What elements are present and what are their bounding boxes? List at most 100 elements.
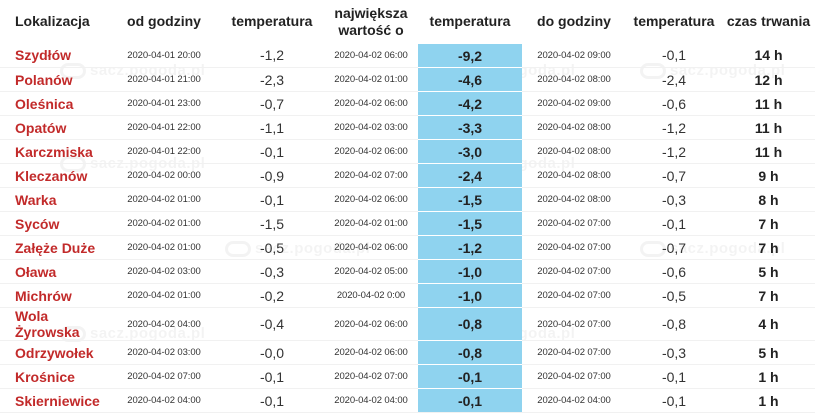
location-cell[interactable]: Karczmiska	[15, 143, 93, 160]
header-from-time[interactable]: od godziny	[127, 13, 201, 30]
duration-cell: 8 h	[758, 191, 779, 208]
temp-min-cell: -1,0	[418, 259, 522, 284]
to-time-cell: 2020-04-02 07:00	[537, 242, 611, 253]
peak-time-cell: 2020-04-02 06:00	[334, 98, 408, 109]
location-cell[interactable]: Oleśnica	[15, 95, 74, 112]
temp-min-cell: -1,5	[418, 211, 522, 236]
peak-time-cell: 2020-04-02 04:00	[334, 395, 408, 406]
location-cell[interactable]: Wola Żyrowska	[15, 308, 80, 340]
temp-start-cell: -0,2	[259, 287, 285, 304]
from-time-cell: 2020-04-02 01:00	[127, 290, 201, 301]
duration-cell: 5 h	[758, 344, 779, 361]
to-time-cell: 2020-04-02 08:00	[537, 170, 611, 181]
location-cell[interactable]: Michrów	[15, 287, 72, 304]
temp-start-cell: -0,7	[259, 95, 285, 112]
header-duration[interactable]: czas trwania	[726, 13, 811, 30]
duration-cell: 4 h	[758, 316, 779, 332]
temp-min-cell: -0,1	[418, 388, 522, 413]
table-row: Szydłów 2020-04-01 20:00 -1,2 2020-04-02 06…	[0, 43, 815, 68]
header-peak-time[interactable]: największa wartość o	[334, 4, 408, 38]
to-time-cell: 2020-04-02 04:00	[537, 395, 611, 406]
temp-start-cell: -0,0	[259, 344, 285, 361]
table-row: Karczmiska 2020-04-01 22:00 -0,1 2020-04-02…	[0, 139, 815, 164]
duration-cell: 5 h	[758, 263, 779, 280]
peak-time-cell: 2020-04-02 06:00	[334, 347, 408, 358]
peak-time-cell: 2020-04-02 06:00	[334, 146, 408, 157]
location-cell[interactable]: Oława	[15, 263, 57, 280]
location-cell[interactable]: Polanów	[15, 71, 73, 88]
header-to-time[interactable]: do godziny	[537, 13, 611, 30]
duration-cell: 1 h	[758, 392, 779, 409]
temp-min-cell: -4,2	[418, 91, 522, 116]
peak-time-cell: 2020-04-02 0:00	[336, 290, 406, 301]
temp-end-cell: -0,1	[661, 215, 687, 232]
peak-time-cell: 2020-04-02 01:00	[334, 74, 408, 85]
temp-end-cell: -0,1	[661, 368, 687, 385]
duration-cell: 7 h	[758, 239, 779, 256]
from-time-cell: 2020-04-02 01:00	[127, 194, 201, 205]
temp-end-cell: -0,1	[661, 47, 687, 64]
header-location[interactable]: Lokalizacja	[15, 13, 90, 30]
temp-end-cell: -2,4	[661, 71, 687, 88]
temp-min-cell: -0,8	[418, 307, 522, 341]
from-time-cell: 2020-04-02 03:00	[127, 266, 201, 277]
from-time-cell: 2020-04-02 00:00	[127, 170, 201, 181]
from-time-cell: 2020-04-01 22:00	[127, 122, 201, 133]
temp-min-cell: -4,6	[418, 67, 522, 92]
temp-end-cell: -0,8	[661, 316, 687, 332]
location-cell[interactable]: Krośnice	[15, 368, 75, 385]
location-cell[interactable]: Syców	[15, 215, 60, 232]
from-time-cell: 2020-04-01 21:00	[127, 74, 201, 85]
location-cell[interactable]: Załęże Duże	[15, 239, 96, 256]
table-row: Odrzywołek 2020-04-02 03:00 -0,0 2020-04-02…	[0, 340, 815, 365]
to-time-cell: 2020-04-02 07:00	[537, 318, 611, 330]
temp-end-cell: -0,3	[661, 344, 687, 361]
temp-min-cell: -1,0	[418, 283, 522, 308]
temp-start-cell: -1,2	[259, 47, 285, 64]
table-row: Polanów 2020-04-01 21:00 -2,3 2020-04-02 01…	[0, 67, 815, 92]
header-temp-min[interactable]: temperatura	[429, 13, 511, 29]
temp-min-cell: -1,2	[418, 235, 522, 260]
temp-start-cell: -0,9	[259, 167, 285, 184]
from-time-cell: 2020-04-02 01:00	[127, 218, 201, 229]
duration-cell: 14 h	[754, 47, 783, 64]
duration-cell: 11 h	[754, 95, 783, 112]
table-row: Michrów 2020-04-02 01:00 -0,2 2020-04-02 0:…	[0, 283, 815, 308]
table-header-row: Lokalizacja od godziny temperatura najwi…	[0, 0, 815, 44]
header-temp-end[interactable]: temperatura	[633, 13, 715, 30]
table-row: Wola Żyrowska 2020-04-02 04:00 -0,4 2020-04…	[0, 307, 815, 341]
to-time-cell: 2020-04-02 07:00	[537, 218, 611, 229]
temp-end-cell: -0,6	[661, 263, 687, 280]
peak-time-cell: 2020-04-02 03:00	[334, 122, 408, 133]
location-cell[interactable]: Kleczanów	[15, 167, 88, 184]
table-row: Oława 2020-04-02 03:00 -0,3 2020-04-02 05:0…	[0, 259, 815, 284]
table-row: Kleczanów 2020-04-02 00:00 -0,9 2020-04-02 …	[0, 163, 815, 188]
to-time-cell: 2020-04-02 07:00	[537, 290, 611, 301]
to-time-cell: 2020-04-02 08:00	[537, 146, 611, 157]
from-time-cell: 2020-04-02 03:00	[127, 347, 201, 358]
temp-min-cell: -3,0	[418, 139, 522, 164]
table-row: Załęże Duże 2020-04-02 01:00 -0,5 2020-04-0…	[0, 235, 815, 260]
header-temp-start[interactable]: temperatura	[231, 13, 313, 30]
temp-end-cell: -0,7	[661, 239, 687, 256]
peak-time-cell: 2020-04-02 06:00	[334, 318, 408, 330]
temp-start-cell: -0,1	[259, 191, 285, 208]
from-time-cell: 2020-04-02 01:00	[127, 242, 201, 253]
to-time-cell: 2020-04-02 07:00	[537, 266, 611, 277]
duration-cell: 7 h	[758, 215, 779, 232]
location-cell[interactable]: Warka	[15, 191, 57, 208]
location-cell[interactable]: Odrzywołek	[15, 344, 94, 361]
to-time-cell: 2020-04-02 07:00	[537, 371, 611, 382]
temp-min-cell: -0,1	[418, 364, 522, 389]
temp-min-cell: -9,2	[418, 43, 522, 68]
location-cell[interactable]: Szydłów	[15, 47, 72, 64]
location-cell[interactable]: Skierniewice	[15, 392, 100, 409]
from-time-cell: 2020-04-02 04:00	[127, 318, 201, 330]
temp-min-cell: -2,4	[418, 163, 522, 188]
duration-cell: 1 h	[758, 368, 779, 385]
temp-min-cell: -3,3	[418, 115, 522, 140]
location-cell[interactable]: Opatów	[15, 119, 67, 136]
duration-cell: 11 h	[754, 119, 783, 136]
peak-time-cell: 2020-04-02 06:00	[334, 242, 408, 253]
